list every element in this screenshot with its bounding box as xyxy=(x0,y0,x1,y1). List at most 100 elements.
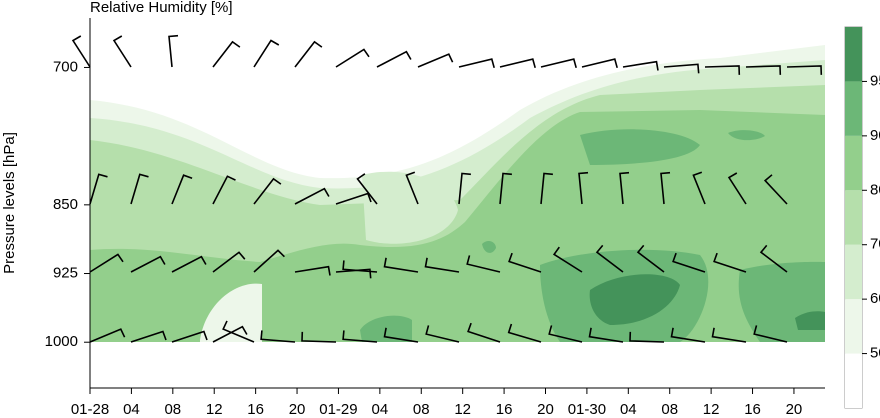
wind-barb xyxy=(727,172,747,205)
wind-barb xyxy=(466,255,501,273)
x-tick-label: 16 xyxy=(496,401,513,418)
x-tick-label: 01-30 xyxy=(568,401,606,418)
colorbar-swatch xyxy=(845,135,862,191)
wind-barb xyxy=(540,58,577,69)
wind-barb xyxy=(499,172,512,205)
wind-barb xyxy=(212,175,236,205)
y-tick-label: 700 xyxy=(53,58,78,75)
x-tick-label: 16 xyxy=(247,401,264,418)
wind-barb xyxy=(672,252,706,273)
x-tick-label: 12 xyxy=(703,401,720,418)
x-tick-label: 20 xyxy=(289,401,306,418)
wind-barb xyxy=(342,260,378,273)
colorbar-tick-label: 90 xyxy=(870,127,880,144)
wind-barb xyxy=(383,257,419,273)
colorbar-tick-label: 70 xyxy=(870,236,880,253)
contour-fills xyxy=(90,45,825,342)
wind-barb xyxy=(130,255,166,273)
wind-barb xyxy=(763,174,788,205)
wind-barb xyxy=(130,173,149,205)
wind-barb xyxy=(405,171,419,205)
wind-barb xyxy=(171,255,207,273)
wind-barb xyxy=(89,173,108,205)
colorbar-swatch xyxy=(845,81,862,136)
colorbar-swatch xyxy=(845,353,862,408)
x-tick-label: 20 xyxy=(786,401,803,418)
x-tick-label: 01-29 xyxy=(319,401,357,418)
wind-barb xyxy=(753,325,788,343)
colorbar-tick-label: 80 xyxy=(870,181,880,198)
wind-barb xyxy=(458,172,471,205)
y-tick-label: 850 xyxy=(53,196,78,213)
colorbar-swatch xyxy=(845,299,862,354)
wind-barb xyxy=(660,171,671,205)
wind-barb xyxy=(356,173,378,205)
wind-barb xyxy=(629,331,665,343)
wind-barb xyxy=(588,327,624,343)
x-tick-label: 01-28 xyxy=(71,401,109,418)
wind-barb xyxy=(704,65,741,75)
wind-barb xyxy=(499,58,536,69)
y-tick-label: 925 xyxy=(53,264,78,281)
wind-barb xyxy=(663,63,700,74)
contour-band xyxy=(200,283,262,342)
wind-barb xyxy=(212,40,241,68)
wind-barb xyxy=(342,330,378,343)
wind-barb xyxy=(670,327,706,343)
wind-barb xyxy=(253,177,282,205)
x-tick-label: 12 xyxy=(206,401,223,418)
y-axis-label: Pressure levels [hPa] xyxy=(1,132,18,274)
wind-barb xyxy=(581,58,618,69)
wind-barb xyxy=(301,331,337,343)
wind-barb xyxy=(713,252,747,273)
x-tick-label: 04 xyxy=(372,401,389,418)
wind-barb xyxy=(253,39,280,68)
wind-barb xyxy=(71,35,91,68)
x-tick-label: 08 xyxy=(661,401,678,418)
wind-barb xyxy=(130,330,167,343)
wind-barb xyxy=(260,330,296,343)
wind-barb xyxy=(294,40,323,68)
wind-barb xyxy=(112,35,132,68)
wind-barb xyxy=(383,327,419,343)
wind-barb xyxy=(171,330,208,343)
x-tick-label: 20 xyxy=(537,401,554,418)
wind-barb xyxy=(424,257,460,273)
contour-band xyxy=(589,274,825,330)
wind-barb xyxy=(745,65,782,75)
wind-barb xyxy=(552,246,583,273)
wind-barb xyxy=(540,172,553,205)
colorbar-swatch xyxy=(845,244,862,300)
wind-barb xyxy=(548,325,583,343)
wind-barb xyxy=(212,325,248,343)
wind-barb xyxy=(759,244,788,273)
wind-barb xyxy=(507,323,542,343)
chart-title: Relative Humidity [%] xyxy=(90,0,233,16)
wind-barb xyxy=(636,244,665,273)
wind-barb xyxy=(458,58,495,69)
wind-barb xyxy=(425,325,460,343)
wind-barb xyxy=(89,253,124,273)
wind-barb xyxy=(622,60,659,71)
wind-barb xyxy=(786,65,823,75)
colorbar-tick-label: 50 xyxy=(870,345,880,362)
wind-barb xyxy=(711,327,747,343)
wind-barb xyxy=(171,174,193,205)
wind-barb xyxy=(89,328,126,343)
x-tick-label: 08 xyxy=(164,401,181,418)
wind-barbs xyxy=(71,34,823,343)
x-tick-label: 16 xyxy=(744,401,761,418)
x-tick-label: 04 xyxy=(123,401,140,418)
wind-barb xyxy=(417,53,454,68)
wind-barb xyxy=(294,187,330,205)
wind-barb xyxy=(335,48,370,68)
wind-barb xyxy=(222,320,255,343)
wind-barb xyxy=(253,249,285,273)
contour-band xyxy=(362,171,458,244)
x-tick-label: 08 xyxy=(413,401,430,418)
wind-barb xyxy=(376,50,412,68)
wind-barb xyxy=(595,244,624,273)
colorbar-swatch xyxy=(845,190,862,245)
x-tick-label: 12 xyxy=(454,401,471,418)
